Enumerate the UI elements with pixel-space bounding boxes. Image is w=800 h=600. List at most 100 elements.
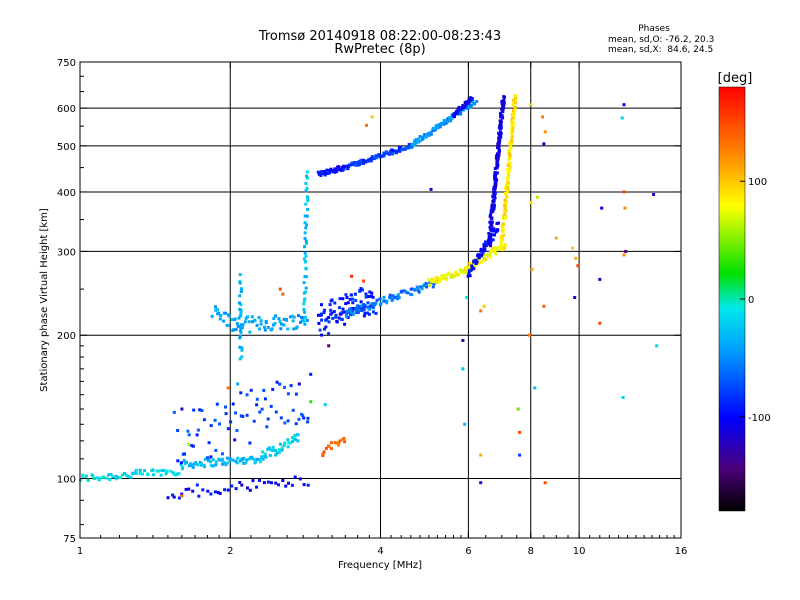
- data-point: [501, 106, 505, 110]
- data-point: [234, 328, 238, 331]
- data-point: [503, 243, 507, 247]
- data-point: [497, 126, 501, 130]
- data-point: [200, 462, 204, 466]
- data-point: [352, 307, 356, 310]
- data-point: [365, 311, 369, 315]
- data-point: [500, 235, 504, 239]
- data-point: [463, 269, 467, 273]
- data-point: [304, 202, 308, 206]
- x-tick-label: 1: [77, 546, 83, 557]
- data-point: [221, 462, 224, 466]
- data-point: [474, 258, 478, 262]
- data-point: [495, 165, 499, 169]
- data-point: [504, 209, 508, 213]
- data-point: [165, 469, 169, 473]
- data-point: [248, 441, 252, 445]
- data-point: [416, 140, 420, 144]
- data-point: [490, 216, 493, 220]
- y-tick-label: 600: [57, 104, 76, 115]
- data-point: [513, 105, 517, 109]
- data-point: [503, 198, 507, 202]
- data-point: [477, 253, 481, 257]
- data-point: [351, 301, 355, 305]
- data-point: [235, 461, 239, 465]
- data-point: [326, 172, 330, 175]
- data-point: [234, 411, 237, 415]
- data-point: [214, 460, 218, 464]
- data-point: [497, 145, 501, 148]
- data-point: [189, 462, 192, 466]
- data-point: [497, 131, 501, 135]
- data-point: [238, 273, 242, 277]
- data-point: [304, 254, 308, 258]
- data-point: [84, 474, 88, 478]
- data-point: [510, 123, 514, 126]
- y-axis: 75 100 200 300 400 500 600 750: [57, 58, 681, 545]
- data-point: [257, 316, 261, 319]
- data-point: [323, 327, 326, 331]
- data-point: [233, 438, 237, 442]
- data-point: [284, 318, 288, 321]
- data-point: [135, 472, 139, 476]
- data-point: [370, 115, 374, 119]
- data-point: [345, 315, 349, 318]
- data-point: [255, 403, 259, 407]
- data-point: [452, 275, 456, 279]
- data-point: [306, 208, 309, 211]
- data-point: [391, 297, 395, 301]
- data-point: [271, 449, 275, 452]
- data-point: [461, 339, 465, 342]
- data-point: [356, 310, 360, 314]
- data-point: [573, 296, 577, 299]
- data-point: [495, 229, 499, 233]
- data-point: [305, 214, 309, 218]
- data-point: [180, 407, 184, 411]
- data-point: [514, 96, 517, 100]
- data-point: [319, 312, 323, 316]
- data-point: [323, 308, 326, 312]
- data-point: [240, 458, 244, 462]
- data-point: [274, 314, 278, 318]
- data-point: [202, 463, 206, 467]
- data-point: [305, 242, 309, 245]
- data-point: [317, 321, 321, 325]
- data-point: [507, 161, 511, 165]
- data-point: [384, 150, 388, 154]
- data-point: [370, 291, 374, 295]
- data-point: [501, 222, 505, 226]
- data-point: [288, 441, 292, 445]
- data-point: [459, 110, 463, 114]
- data-point: [533, 386, 537, 390]
- data-point: [330, 311, 334, 315]
- data-point: [255, 485, 259, 489]
- data-point: [351, 297, 355, 301]
- data-point: [502, 101, 506, 105]
- data-point: [296, 433, 300, 437]
- data-point: [543, 481, 547, 485]
- data-point: [422, 283, 426, 287]
- data-point: [396, 293, 400, 297]
- data-point: [331, 316, 335, 320]
- data-point: [291, 408, 295, 412]
- data-point: [259, 460, 262, 464]
- colorbar-tick-label: 100: [748, 177, 767, 188]
- data-point: [510, 120, 514, 124]
- data-point: [164, 472, 168, 476]
- data-point: [442, 118, 446, 122]
- data-point: [192, 462, 196, 466]
- data-point: [242, 461, 246, 465]
- data-point: [304, 239, 308, 243]
- data-point: [445, 276, 448, 280]
- data-point: [571, 246, 574, 250]
- data-point: [187, 464, 191, 468]
- data-point: [344, 293, 348, 297]
- data-point: [290, 483, 294, 487]
- data-point: [159, 473, 163, 477]
- data-point: [219, 458, 223, 462]
- data-point: [459, 269, 463, 272]
- data-point: [303, 245, 307, 249]
- data-point: [508, 166, 512, 169]
- x-tick-label: 8: [528, 546, 534, 557]
- data-point: [449, 276, 453, 279]
- phase-stats-heading: Phases: [638, 24, 670, 34]
